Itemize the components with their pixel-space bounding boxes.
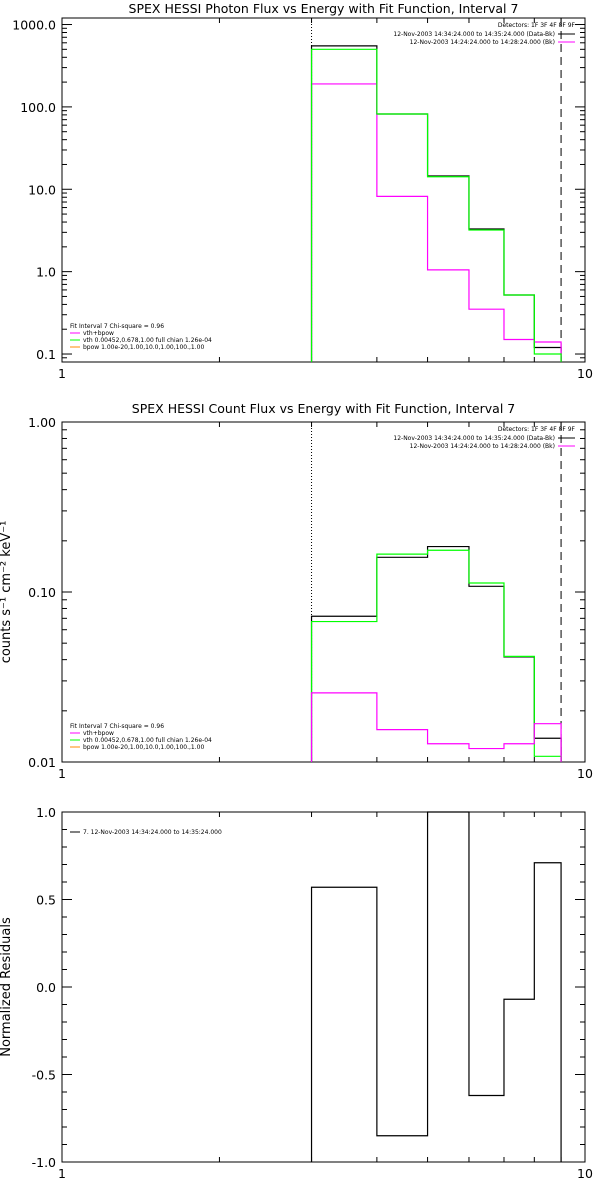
count-x-tick-label: 10 — [577, 766, 593, 781]
photon-plot-frame — [61, 17, 586, 363]
photon-legend-header: Fit Interval 7 Chi-square = 0.96 — [70, 323, 164, 330]
photon-detectors-label: Detectors: 1F 3F 4F 8F 9F — [498, 22, 576, 29]
count-y-tick-label: 0.01 — [28, 755, 56, 770]
photon-data-series-line — [310, 45, 562, 362]
photon-x-tick-label: 10 — [577, 366, 593, 381]
count-data-interval-label: 12-Nov-2003 14:34:24.000 to 14:35:24.000… — [393, 435, 555, 442]
residual-y-tick-label: 0.0 — [36, 980, 56, 995]
count-background-interval-label: 12-Nov-2003 14:24:24.000 to 14:28:24.000… — [410, 443, 555, 450]
photon-background-interval-label: 12-Nov-2003 14:24:24.000 to 14:28:24.000… — [410, 39, 555, 46]
photon-vth-series-line — [310, 48, 562, 362]
photon-y-tick-label: 100.0 — [20, 100, 56, 115]
photon-y-tick-label: 0.1 — [36, 347, 56, 362]
count-y-tick-label: 0.10 — [28, 585, 56, 600]
count-y-axis-label: counts s⁻¹ cm⁻² keV⁻¹ — [0, 521, 14, 664]
residual-residuals-series-line — [310, 811, 562, 1162]
count-detectors-label: Detectors: 1F 3F 4F 8F 9F — [498, 426, 576, 433]
photon-x-tick-label: 1 — [58, 366, 66, 381]
residual-y-tick-label: 1.0 — [36, 805, 56, 820]
count-y-tick-label: 1.00 — [28, 415, 56, 430]
count-plot-frame — [61, 421, 586, 763]
residual-x-tick-label: 1 — [58, 1166, 66, 1181]
photon-y-tick-label: 1.0 — [36, 265, 56, 280]
photon-chart-title: SPEX HESSI Photon Flux vs Energy with Fi… — [129, 1, 519, 16]
count-legend-entry: vth 0.00452,0.678,1.00 full chian 1.26e-… — [83, 737, 212, 744]
photon-legend-entry: bpow 1.00e-20,1.00,10.0,1.00,100.,1.00 — [83, 344, 204, 351]
photon-y-tick-label: 10.0 — [28, 182, 56, 197]
count-x-tick-label: 1 — [58, 766, 66, 781]
count-model-total-series-line — [310, 692, 562, 762]
photon-y-tick-label: 1000.0 — [12, 18, 56, 33]
count-legend-entry: bpow 1.00e-20,1.00,10.0,1.00,100.,1.00 — [83, 744, 204, 751]
photon-model-total-series-line — [310, 83, 562, 362]
residual-y-tick-label: -0.5 — [32, 1068, 56, 1083]
photon-legend-entry: vth 0.00452,0.678,1.00 full chian 1.26e-… — [83, 337, 212, 344]
residual-plot-frame — [61, 811, 586, 1163]
count-data-series-line — [310, 545, 562, 762]
photon-data-interval-label: 12-Nov-2003 14:34:24.000 to 14:35:24.000… — [393, 31, 555, 38]
residual-y-tick-label: 0.5 — [36, 893, 56, 908]
residual-y-axis-label: Normalized Residuals — [0, 917, 14, 1057]
count-vth-series-line — [310, 549, 562, 762]
residual-x-tick-label: 10 — [577, 1166, 593, 1181]
count-legend-entry: vth+bpow — [83, 730, 114, 737]
residual-y-tick-label: -1.0 — [32, 1155, 56, 1170]
residual-legend-entry: 7. 12-Nov-2003 14:34:24.000 to 14:35:24.… — [83, 829, 222, 836]
count-chart-title: SPEX HESSI Count Flux vs Energy with Fit… — [132, 401, 515, 416]
count-legend-header: Fit Interval 7 Chi-square = 0.96 — [70, 723, 164, 730]
photon-legend-entry: vth+bpow — [83, 330, 114, 337]
